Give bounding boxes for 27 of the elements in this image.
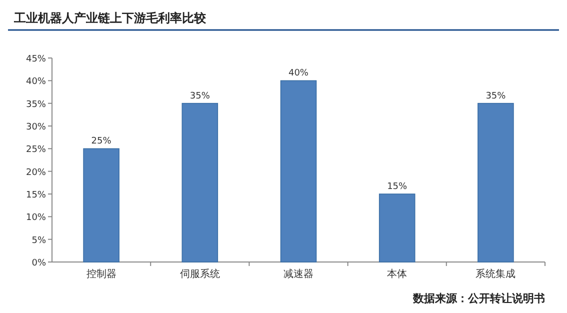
y-tick-label: 5% (32, 236, 46, 246)
x-tick-label: 控制器 (86, 268, 116, 280)
bar (478, 102, 514, 262)
y-tick-label: 20% (26, 168, 46, 178)
data-label: 25% (91, 136, 112, 147)
x-tick-label: 系统集成 (476, 268, 516, 280)
y-tick-label: 45% (26, 54, 46, 64)
data-label: 15% (387, 182, 408, 192)
y-tick-label: 35% (26, 100, 46, 110)
y-tick-label: 40% (26, 77, 46, 88)
bar (182, 102, 218, 262)
y-tick-label: 30% (26, 122, 46, 132)
y-tick-label: 0% (32, 258, 46, 268)
data-label: 35% (190, 91, 210, 102)
x-tick-label: 伺服系统 (180, 268, 220, 280)
data-label: 35% (486, 91, 506, 102)
y-tick-label: 25% (26, 145, 46, 156)
bar (280, 80, 317, 262)
chart-title: 工业机器人产业链上下游毛利率比较 (13, 11, 207, 25)
y-tick-label: 15% (26, 190, 46, 200)
source-note: 数据来源：公开转让说明书 (412, 292, 545, 305)
data-label: 40% (288, 68, 309, 79)
y-tick-label: 10% (26, 213, 46, 224)
bar (83, 148, 120, 262)
x-tick-label: 本体 (387, 268, 408, 280)
x-tick-label: 减速器 (284, 268, 314, 280)
bar (378, 194, 416, 262)
